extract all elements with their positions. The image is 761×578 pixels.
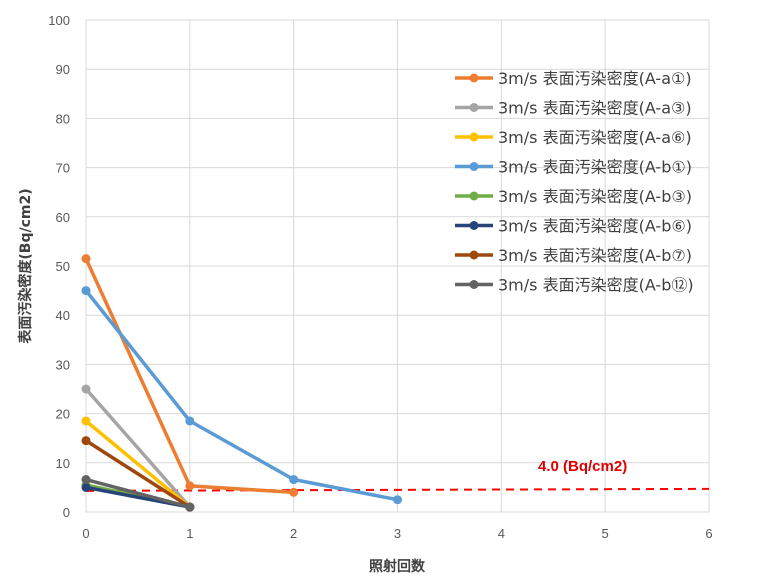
x-tick-label: 6 [705, 526, 712, 541]
legend-swatch-marker [469, 132, 479, 142]
reference-line [85, 487, 710, 492]
data-point [289, 475, 299, 485]
data-point [185, 502, 195, 512]
reference-line-group [85, 487, 710, 492]
legend-entry-label: 3m/s 表面汚染密度(A-b①) [498, 158, 692, 177]
legend-swatch-marker [469, 103, 479, 112]
data-point [185, 416, 195, 426]
legend-swatch-marker [469, 73, 479, 83]
y-tick-label: 100 [48, 13, 70, 28]
data-point [81, 475, 91, 485]
series-line [84, 387, 192, 509]
legend-entry-label: 3m/s 表面汚染密度(A-a⑥) [498, 128, 692, 147]
data-point [289, 487, 299, 497]
x-axis-title: 照射回数 [369, 558, 426, 575]
y-axis-title: 表面汚染密度(Bq/cm2) [17, 188, 34, 344]
legend-swatch-marker [469, 280, 479, 289]
legend: 3m/s 表面汚染密度(A-a①) 3m/s 表面汚染密度(A-a③) 3m/s 表… [455, 69, 694, 295]
x-tick-label: 5 [602, 526, 609, 541]
series-line [84, 289, 398, 502]
x-tick-label: 0 [82, 526, 89, 541]
legend-entry-label: 3m/s 表面汚染密度(A-b⑥) [498, 217, 692, 236]
series-line [85, 477, 191, 509]
legend-swatch-marker [469, 162, 479, 171]
data-point [81, 384, 91, 394]
legend-swatch-marker [469, 191, 479, 201]
data-point [81, 254, 91, 264]
series-line [84, 419, 191, 509]
data-point [81, 416, 91, 426]
y-tick-label: 60 [56, 210, 70, 225]
x-tick-label: 1 [186, 526, 193, 541]
y-tick-label: 0 [63, 505, 70, 520]
legend-entry-label: 3m/s 表面汚染密度(A-a①) [498, 69, 692, 88]
legend-swatch-marker [469, 250, 479, 260]
y-tick-label: 50 [56, 259, 70, 274]
legend-entry-label: 3m/s 表面汚染密度(A-b⑦) [498, 246, 692, 265]
legend-entry-label: 3m/s 表面汚染密度(A-b③) [498, 187, 692, 206]
y-axis-ticks: 0 10 20 30 40 50 60 70 80 90 100 [48, 13, 70, 520]
y-tick-label: 30 [56, 357, 70, 372]
data-point [81, 286, 91, 296]
x-tick-label: 3 [394, 526, 401, 541]
reference-line-label: 4.0 (Bq/cm2) [538, 458, 627, 475]
x-axis-ticks: 0 1 2 3 4 5 6 [82, 526, 712, 541]
legend-swatch-marker [469, 221, 479, 230]
data-point [81, 482, 91, 492]
legend-entry-label: 3m/s 表面汚染密度(A-a③) [498, 99, 692, 118]
x-tick-label: 4 [498, 526, 505, 541]
series-group [81, 254, 402, 512]
data-point [81, 436, 91, 446]
series-line [85, 439, 191, 509]
data-point [185, 481, 195, 491]
legend-entry-label: 3m/s 表面汚染密度(A-b⑫) [498, 276, 694, 295]
y-tick-label: 70 [56, 161, 70, 176]
x-tick-label: 2 [290, 526, 297, 541]
y-tick-label: 40 [56, 308, 70, 323]
y-tick-label: 10 [56, 456, 70, 471]
data-point [393, 495, 402, 505]
grid-lines [85, 19, 710, 513]
y-tick-label: 80 [56, 111, 70, 126]
y-tick-label: 20 [56, 407, 70, 422]
y-tick-label: 90 [56, 62, 70, 77]
